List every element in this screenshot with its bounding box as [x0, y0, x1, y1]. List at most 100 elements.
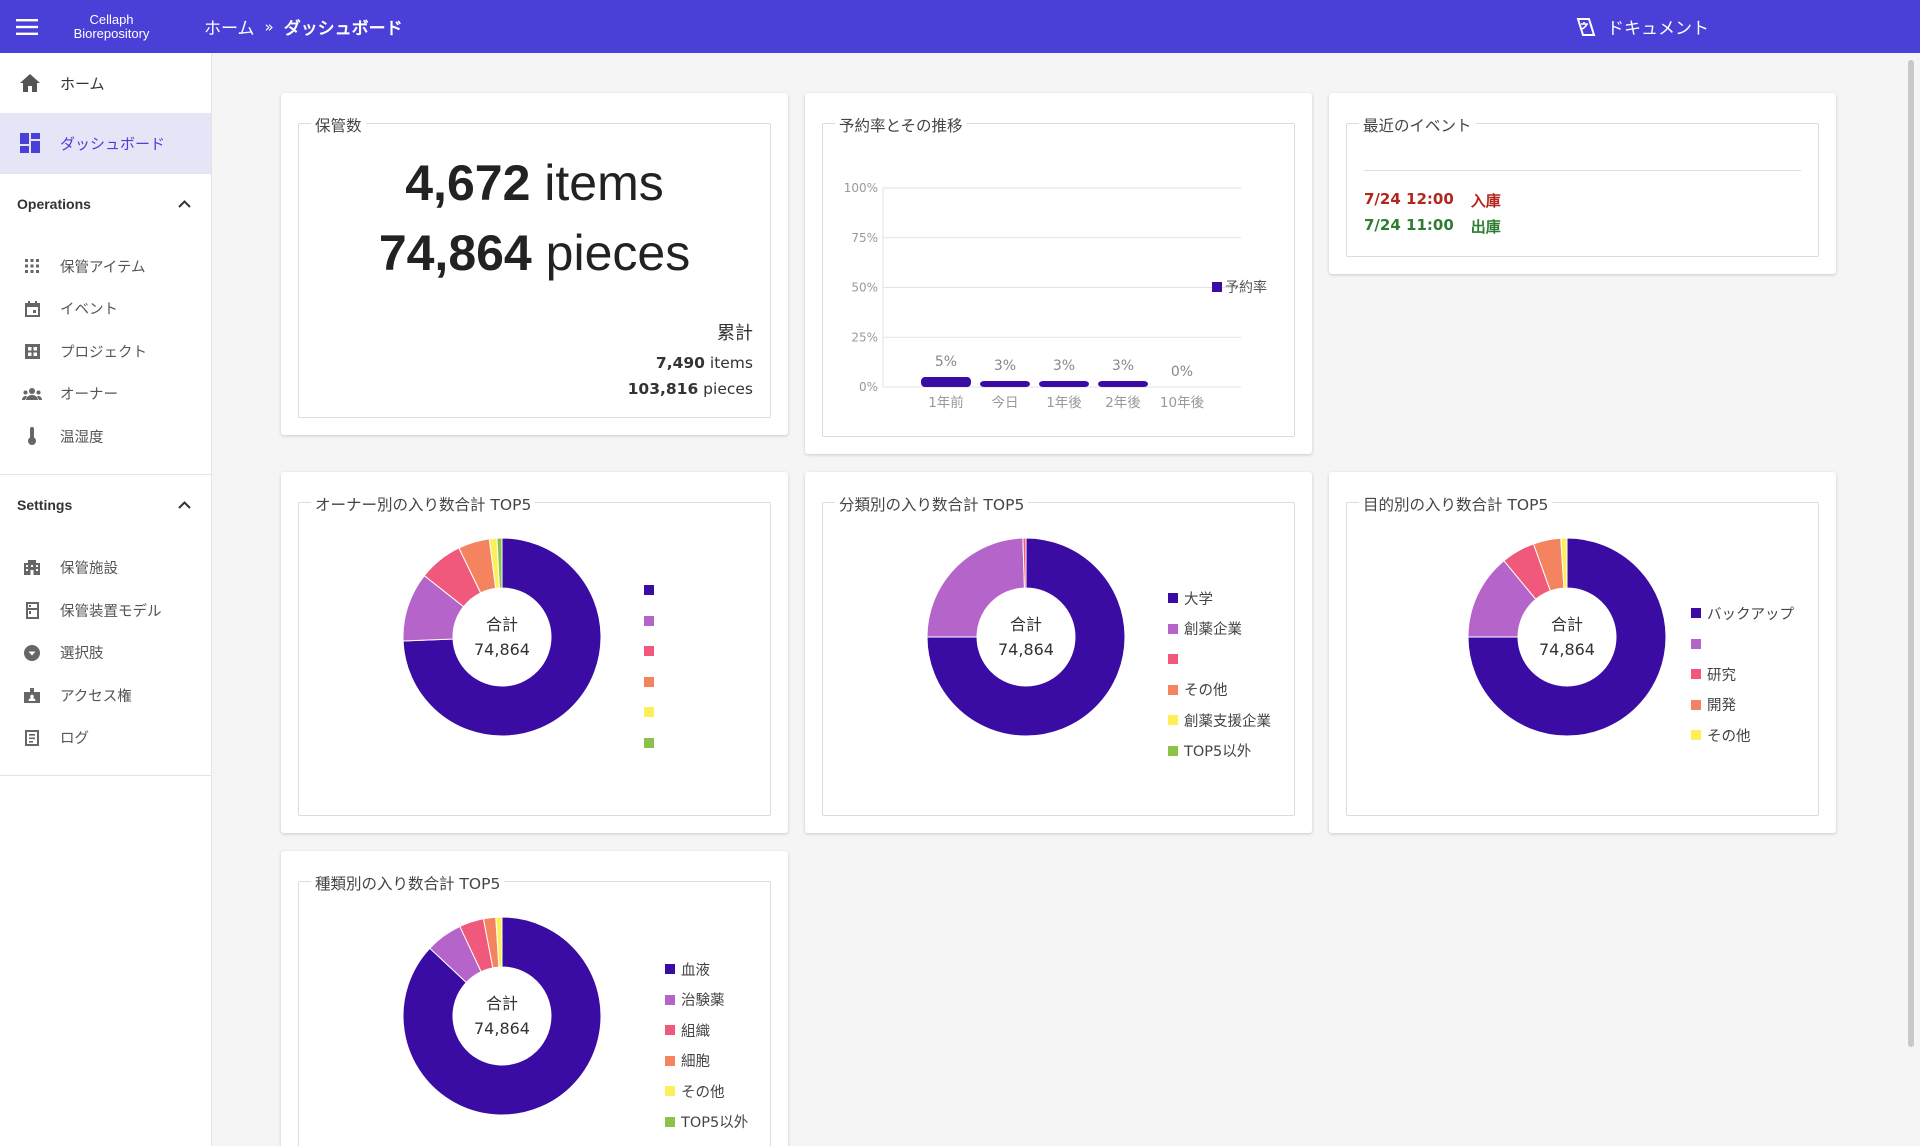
legend-item[interactable]: 血液 [665, 954, 748, 985]
docs-link[interactable]: ドキュメント [1575, 0, 1709, 53]
sidebar-item-label: 選択肢 [60, 646, 104, 663]
event-row[interactable]: 7/24 12:00 入庫 [1364, 190, 1501, 211]
docs-label: ドキュメント [1607, 19, 1709, 39]
donut-center-label: 合計 74,864 [452, 612, 552, 662]
sidebar-item-logs[interactable]: ログ [0, 717, 211, 760]
cumulative-pieces-value: 103,816 [627, 380, 699, 398]
legend-item[interactable]: 治験薬 [665, 985, 748, 1016]
purpose-donut-chart [1467, 537, 1667, 737]
sidebar: ホーム ダッシュボード Operations 保管アイテム イベント プロジェク… [0, 53, 212, 1146]
donut-slice [1560, 537, 1568, 589]
legend-item[interactable] [644, 575, 660, 606]
legend-label: TOP5以外 [681, 1115, 749, 1132]
sidebar-item-temperature[interactable]: 温湿度 [0, 415, 211, 458]
sidebar-item-label: ログ [60, 731, 89, 748]
sidebar-item-facilities[interactable]: 保管施設 [0, 547, 211, 590]
legend-label: 大学 [1184, 591, 1213, 608]
donut-center-label: 合計 74,864 [976, 612, 1076, 662]
legend-item[interactable] [1691, 629, 1794, 660]
event-row[interactable]: 7/24 11:00 出庫 [1364, 216, 1501, 237]
legend-item[interactable] [644, 728, 660, 759]
sidebar-item-label: 保管施設 [60, 561, 118, 578]
legend-swatch [665, 1055, 675, 1066]
sidebar-item-equipment-models[interactable]: 保管装置モデル [0, 589, 211, 632]
sidebar-item-events[interactable]: イベント [0, 288, 211, 331]
pieces-unit: pieces [545, 225, 691, 281]
legend-item[interactable]: TOP5以外 [1168, 736, 1271, 767]
donut-slice [495, 916, 503, 968]
type-top5-fieldset: 種類別の入り数合計 TOP5 合計 74,864 血液 治験薬 組織 細胞 その他 TOP… [298, 872, 771, 1146]
reservation-title: 予約率とその推移 [835, 114, 967, 136]
settings-section-toggle[interactable]: Settings [0, 475, 211, 535]
sidebar-item-options[interactable]: 選択肢 [0, 632, 211, 675]
type-top5-title: 種類別の入り数合計 TOP5 [311, 872, 505, 894]
dropdown-icon [22, 643, 42, 663]
brand-logo[interactable]: Cellaph Biorepository [54, 12, 169, 41]
sidebar-item-owners[interactable]: オーナー [0, 373, 211, 416]
x-tick-label: 1年後 [1046, 395, 1082, 411]
type-donut-chart [402, 916, 602, 1116]
cumulative-label: 累計 [717, 323, 753, 344]
sidebar-item-home[interactable]: ホーム [0, 53, 211, 113]
fridge-icon [22, 600, 42, 620]
recent-events-title: 最近のイベント [1359, 114, 1476, 136]
category-top5-fieldset: 分類別の入り数合計 TOP5 合計 74,864 大学 創薬企業 その他 創薬支援企業… [822, 493, 1295, 816]
legend-swatch [644, 646, 654, 657]
donut-slice [402, 916, 602, 1116]
legend-item[interactable]: バックアップ [1691, 598, 1794, 629]
donut-slice [402, 537, 602, 737]
legend-item[interactable] [1168, 644, 1271, 675]
sidebar-item-storage-items[interactable]: 保管アイテム [0, 245, 211, 288]
legend-item[interactable]: TOP5以外 [665, 1107, 748, 1138]
legend-item[interactable]: 創薬支援企業 [1168, 705, 1271, 736]
purpose-top5-card: 目的別の入り数合計 TOP5 合計 74,864 バックアップ 研究 開発 その他 [1329, 472, 1836, 833]
legend-item[interactable] [644, 606, 660, 637]
operations-title: Operations [17, 195, 91, 212]
legend-item[interactable] [644, 697, 660, 728]
legend-item[interactable]: 細胞 [665, 1046, 748, 1077]
donut-total-value: 74,864 [998, 640, 1054, 659]
sidebar-item-projects[interactable]: プロジェクト [0, 330, 211, 373]
breadcrumb-home[interactable]: ホーム [204, 19, 255, 39]
sidebar-item-access[interactable]: アクセス権 [0, 674, 211, 717]
legend-item[interactable]: 研究 [1691, 659, 1794, 690]
sidebar-item-dashboard[interactable]: ダッシュボード [0, 113, 211, 173]
legend-swatch [1168, 715, 1178, 726]
menu-button[interactable] [0, 0, 54, 53]
legend-item[interactable]: その他 [1168, 675, 1271, 706]
legend-item[interactable]: 大学 [1168, 583, 1271, 614]
page-scrollbar[interactable] [1908, 60, 1914, 1047]
project-icon [22, 341, 42, 361]
legend-swatch [665, 964, 675, 975]
dashboard-icon [18, 131, 42, 155]
legend-item[interactable]: その他 [665, 1076, 748, 1107]
legend-swatch [1212, 282, 1222, 292]
legend-swatch [1691, 730, 1701, 741]
donut-total-value: 74,864 [474, 640, 530, 659]
legend-item[interactable]: 開発 [1691, 690, 1794, 721]
donut-total-label: 合計 [485, 994, 518, 1013]
legend-swatch [665, 1086, 675, 1097]
operations-section-toggle[interactable]: Operations [0, 173, 211, 233]
chevron-up-icon [178, 199, 191, 208]
legend-swatch [644, 676, 654, 687]
legend-item[interactable]: 創薬企業 [1168, 614, 1271, 645]
y-tick-label: 0% [859, 380, 878, 394]
legend-label: 治験薬 [681, 993, 725, 1010]
legend-swatch [1168, 745, 1178, 756]
legend-item[interactable]: その他 [1691, 720, 1794, 751]
legend-swatch [644, 707, 654, 718]
x-tick-label: 10年後 [1160, 395, 1205, 411]
legend-item[interactable] [644, 636, 660, 667]
bar [1098, 381, 1148, 387]
legend-item[interactable]: 組織 [665, 1015, 748, 1046]
hamburger-icon [16, 18, 38, 35]
recent-events-fieldset: 最近のイベント 7/24 12:00 入庫 7/24 11:00 出庫 [1346, 114, 1819, 257]
bar-data-label: 3% [1053, 358, 1075, 374]
donut-slice [1022, 537, 1027, 589]
legend-item[interactable] [644, 667, 660, 698]
items-count: 4,672 items [299, 154, 770, 212]
cumulative-items: 7,490 items [656, 354, 753, 372]
category-legend: 大学創薬企業その他 創薬支援企業 TOP5以外 [1168, 583, 1271, 766]
cumulative-items-value: 7,490 [655, 354, 705, 372]
